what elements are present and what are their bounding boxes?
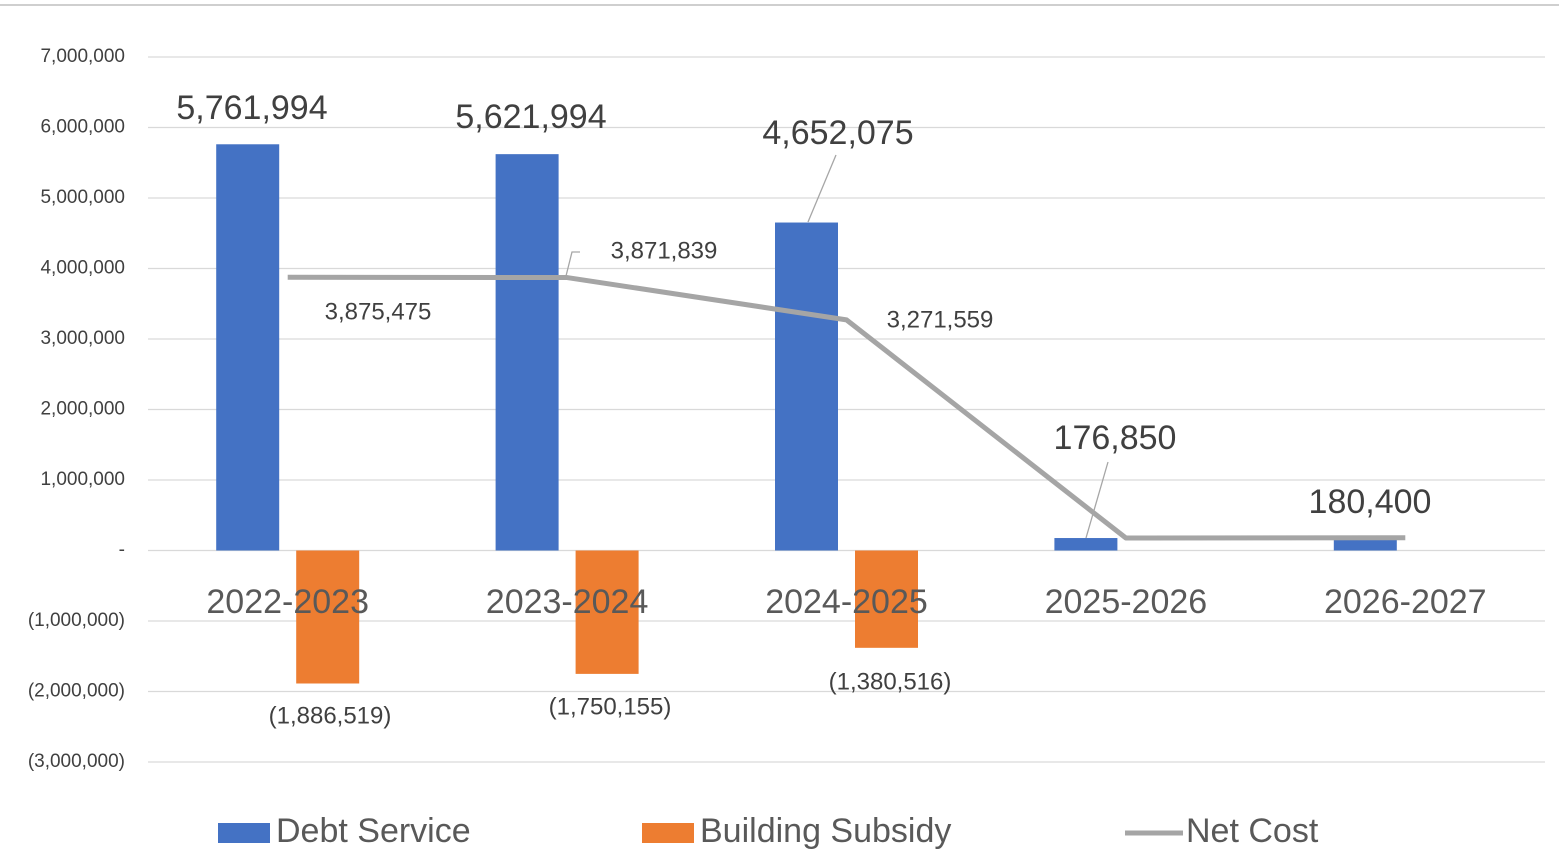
y-tick-label: 5,000,000 bbox=[40, 187, 125, 208]
x-tick-label: 2025-2026 bbox=[1045, 583, 1208, 621]
bar bbox=[775, 222, 838, 551]
leader-line bbox=[807, 154, 837, 223]
data-label: 3,871,839 bbox=[611, 237, 718, 264]
legend-label: Net Cost bbox=[1186, 812, 1319, 850]
legend-label: Debt Service bbox=[276, 812, 471, 850]
data-label: 4,652,075 bbox=[762, 114, 913, 152]
data-label: 5,621,994 bbox=[455, 98, 606, 136]
x-tick-label: 2023-2024 bbox=[486, 583, 649, 621]
y-tick-label: (2,000,000) bbox=[28, 681, 125, 702]
data-label: 180,400 bbox=[1309, 483, 1432, 521]
line bbox=[287, 274, 1406, 541]
y-tick-label: 1,000,000 bbox=[40, 469, 125, 490]
y-tick-label: (1,000,000) bbox=[28, 610, 125, 631]
bar bbox=[1333, 537, 1397, 551]
legend-swatch bbox=[642, 823, 694, 843]
data-label: 3,271,559 bbox=[887, 306, 994, 333]
leader-line bbox=[565, 251, 580, 277]
y-tick-label: (3,000,000) bbox=[28, 751, 125, 772]
data-label: (1,750,155) bbox=[549, 693, 672, 720]
bar bbox=[495, 154, 559, 551]
bar bbox=[1054, 538, 1118, 551]
leader-line bbox=[1085, 461, 1109, 539]
data-label: 5,761,994 bbox=[176, 89, 327, 127]
bar bbox=[575, 550, 639, 674]
y-tick-label: - bbox=[119, 540, 125, 561]
data-label: (1,886,519) bbox=[269, 702, 392, 729]
data-label: 176,850 bbox=[1054, 419, 1177, 457]
bar bbox=[216, 144, 280, 551]
x-tick-label: 2024-2025 bbox=[765, 583, 928, 621]
bar bbox=[855, 550, 918, 648]
legend-swatch bbox=[218, 823, 270, 843]
y-tick-label: 3,000,000 bbox=[40, 328, 125, 349]
legend-label: Building Subsidy bbox=[700, 812, 951, 850]
data-label: (1,380,516) bbox=[829, 668, 952, 695]
bar bbox=[296, 550, 360, 684]
y-tick-label: 6,000,000 bbox=[40, 117, 125, 138]
y-tick-label: 7,000,000 bbox=[40, 46, 125, 67]
x-tick-label: 2026-2027 bbox=[1324, 583, 1487, 621]
x-tick-label: 2022-2023 bbox=[206, 583, 369, 621]
y-tick-label: 2,000,000 bbox=[40, 399, 125, 420]
data-label: 3,875,475 bbox=[325, 298, 432, 325]
y-tick-label: 4,000,000 bbox=[40, 258, 125, 279]
